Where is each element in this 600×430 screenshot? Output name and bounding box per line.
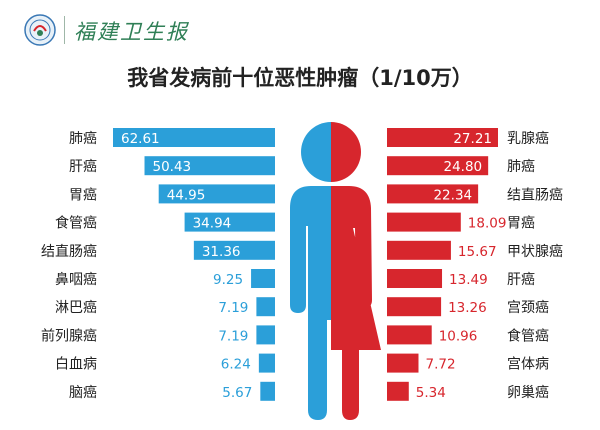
male-bars: 肺癌 62.61 肝癌 50.43 胃癌 44.95 食管癌 34.94 结直肠癌 31.36 鼻咽… [41, 128, 275, 401]
male-category-label: 肺癌 [69, 131, 97, 147]
male-bar-row: 肺癌 62.61 [69, 128, 275, 147]
female-category-label: 结直肠癌 [507, 186, 563, 203]
male-bar-row: 食管癌 34.94 [55, 212, 275, 232]
female-category-label: 食管癌 [507, 327, 549, 344]
female-value-label: 18.09 [468, 216, 507, 232]
female-bar-row: 15.67 甲状腺癌 [387, 240, 563, 260]
male-value-label: 7.19 [218, 300, 248, 316]
female-bar-row: 5.34 卵巢癌 [387, 381, 549, 401]
female-bar [387, 240, 451, 260]
female-category-label: 肺癌 [507, 159, 535, 175]
male-value-label: 50.43 [153, 159, 192, 175]
male-bar-row: 肝癌 50.43 [69, 156, 275, 176]
female-figure-icon [331, 122, 381, 420]
female-value-label: 7.72 [425, 357, 455, 373]
female-value-label: 10.96 [439, 328, 478, 344]
female-bar [387, 128, 498, 147]
male-value-label: 9.25 [213, 272, 243, 288]
male-bar [184, 212, 275, 232]
male-bar [256, 297, 275, 317]
female-bar [387, 156, 489, 176]
female-value-label: 15.67 [458, 244, 497, 260]
male-value-label: 6.24 [221, 357, 251, 373]
male-value-label: 62.61 [121, 131, 160, 147]
female-value-label: 24.80 [444, 159, 483, 175]
female-category-label: 胃癌 [507, 216, 535, 232]
male-value-label: 7.19 [218, 328, 248, 344]
male-category-label: 结直肠癌 [41, 243, 97, 260]
male-bar [193, 240, 275, 260]
male-bar [258, 353, 275, 373]
male-bar-row: 胃癌 44.95 [69, 184, 275, 204]
male-value-label: 44.95 [167, 187, 206, 203]
male-category-label: 前列腺癌 [41, 327, 97, 344]
female-category-label: 乳腺癌 [507, 131, 549, 147]
female-category-label: 宫体病 [507, 357, 549, 373]
male-bar [251, 269, 275, 288]
female-value-label: 5.34 [416, 385, 446, 401]
female-value-label: 27.21 [453, 131, 492, 147]
header: 福建卫生报 [0, 0, 600, 60]
male-category-label: 淋巴癌 [55, 300, 97, 316]
male-category-label: 胃癌 [69, 187, 97, 203]
female-bar [387, 212, 461, 232]
chart-title: 我省发病前十位恶性肿瘤（1/10万） [127, 66, 473, 90]
male-bar-row: 结直肠癌 31.36 [41, 240, 275, 260]
female-value-label: 22.34 [433, 187, 472, 203]
female-bar [387, 381, 409, 401]
logo-divider [64, 16, 65, 44]
male-category-label: 白血病 [55, 357, 97, 373]
female-bar-row: 13.49 肝癌 [387, 269, 535, 288]
female-bar-row: 22.34 结直肠癌 [387, 184, 563, 204]
male-bar [158, 184, 275, 204]
female-bar-row: 13.26 宫颈癌 [387, 297, 549, 317]
male-bar-row: 脑癌 5.67 [69, 381, 275, 401]
female-value-label: 13.26 [448, 300, 487, 316]
female-bar-row: 18.09 胃癌 [387, 212, 535, 232]
female-bar-row: 7.72 宫体病 [387, 353, 549, 373]
logo-emblem-icon [24, 14, 56, 46]
female-bar-row: 10.96 食管癌 [387, 325, 549, 345]
female-bar-row: 27.21 乳腺癌 [387, 128, 549, 147]
male-value-label: 5.67 [222, 385, 252, 401]
male-bar [144, 156, 275, 176]
male-value-label: 31.36 [202, 244, 241, 260]
female-bar [387, 269, 443, 288]
female-value-label: 13.49 [449, 272, 488, 288]
male-value-label: 34.94 [193, 216, 232, 232]
male-category-label: 食管癌 [55, 215, 97, 232]
male-bar-row: 前列腺癌 7.19 [41, 325, 275, 345]
male-figure-icon [290, 122, 331, 420]
female-bar [387, 297, 442, 317]
female-category-label: 甲状腺癌 [507, 244, 563, 260]
female-bar [387, 353, 419, 373]
female-bar [387, 184, 479, 204]
gender-figure [290, 122, 381, 420]
male-bar-row: 淋巴癌 7.19 [55, 297, 275, 317]
male-category-label: 鼻咽癌 [55, 271, 97, 288]
female-category-label: 宫颈癌 [507, 300, 549, 316]
male-bar-row: 鼻咽癌 9.25 [55, 269, 275, 288]
female-bar [387, 325, 432, 345]
female-category-label: 卵巢癌 [507, 385, 549, 401]
female-bar-row: 24.80 肺癌 [387, 156, 535, 176]
male-bar-row: 白血病 6.24 [55, 353, 275, 373]
male-category-label: 脑癌 [69, 385, 97, 401]
male-bar [260, 381, 275, 401]
brand-name: 福建卫生报 [74, 20, 189, 44]
male-bar [256, 325, 275, 345]
male-category-label: 肝癌 [69, 159, 97, 175]
female-category-label: 肝癌 [507, 272, 535, 288]
male-bar [113, 128, 275, 147]
